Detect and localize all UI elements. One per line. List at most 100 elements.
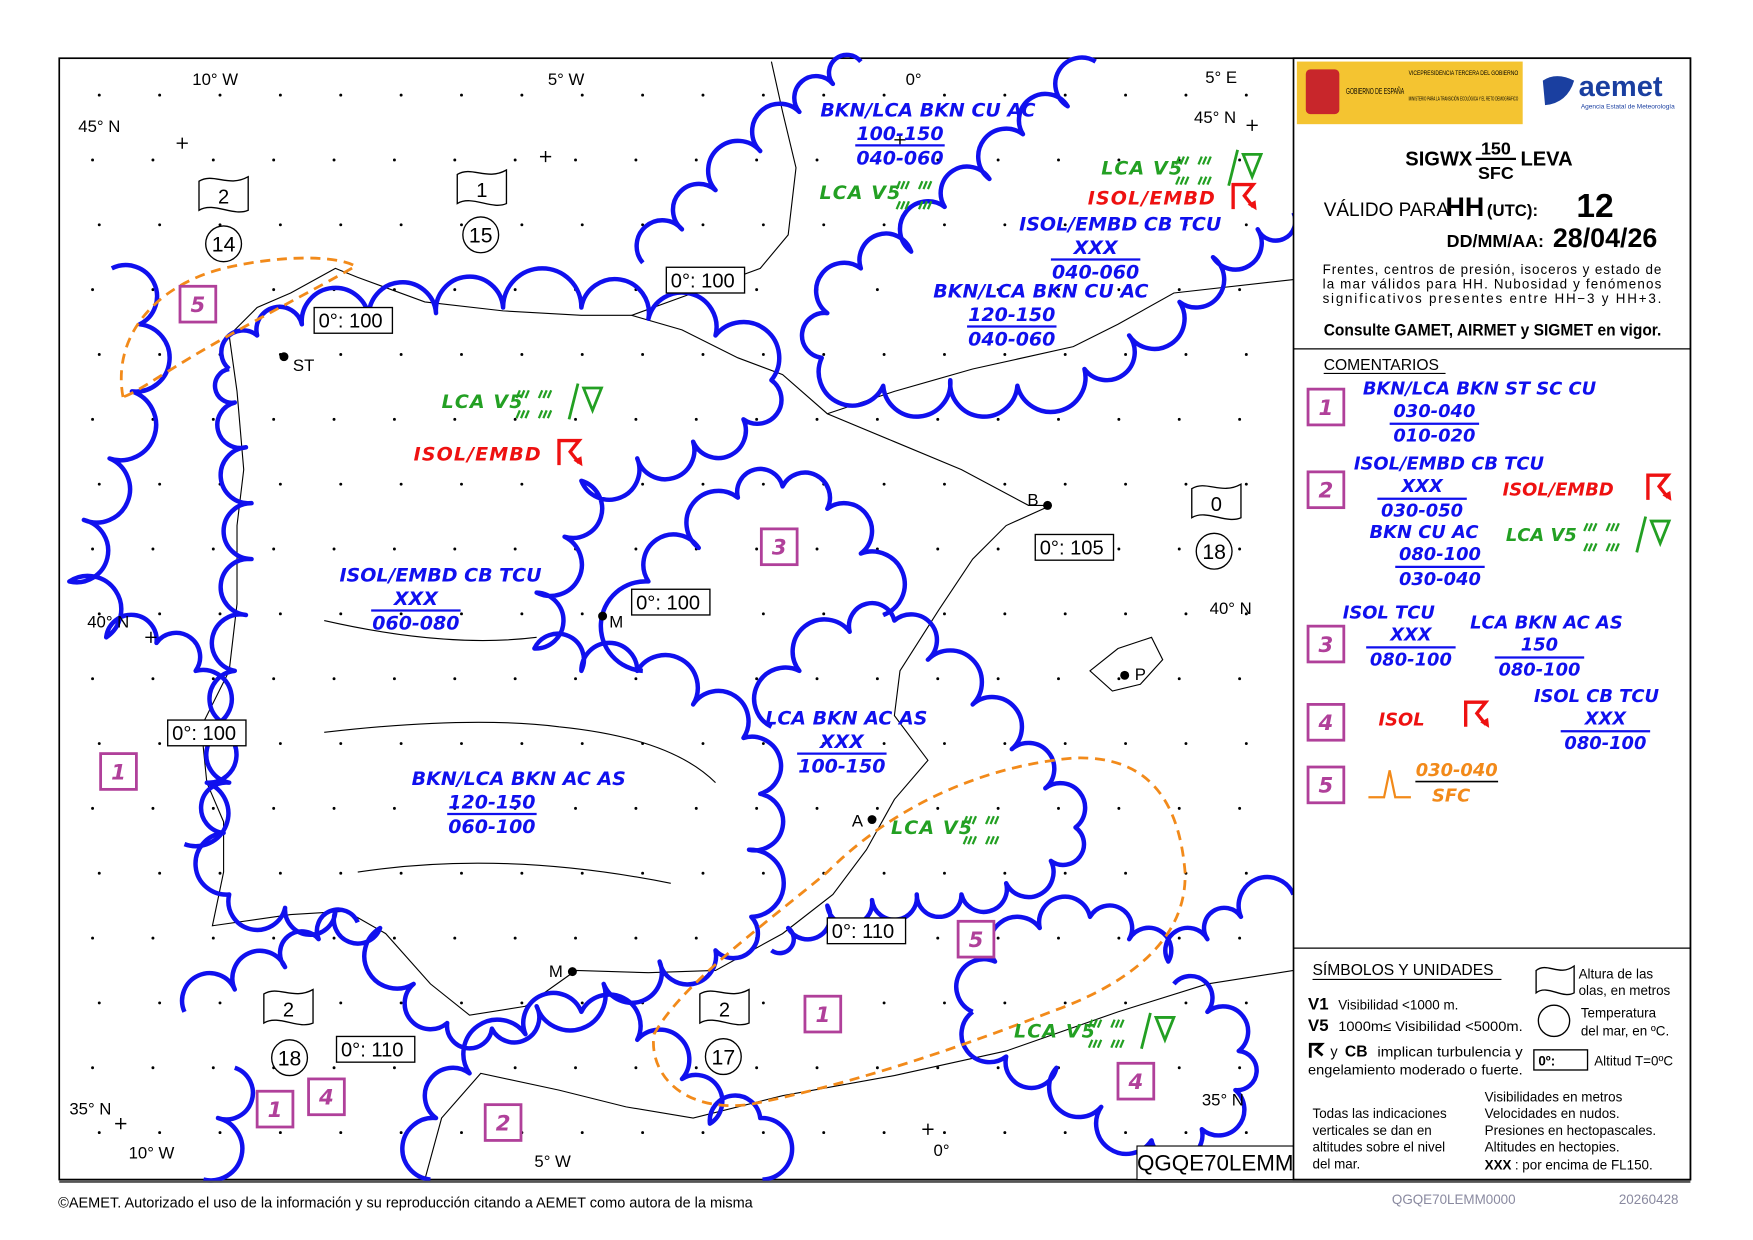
graticule-dot xyxy=(272,158,276,162)
date-value: 28/04/26 xyxy=(1553,223,1657,253)
area-number-box xyxy=(483,1103,523,1142)
graticule-dot xyxy=(158,1131,162,1135)
graticule-dot xyxy=(392,547,396,551)
graticule-dot xyxy=(936,677,940,681)
vertical-note: altitudes sobre el nivel xyxy=(1313,1140,1446,1155)
graticule-dot xyxy=(1003,1131,1007,1135)
vertical-note: verticales se dan en xyxy=(1313,1123,1432,1138)
turbulence-arrow-icon xyxy=(573,456,583,467)
graticule-dot xyxy=(882,871,886,875)
graticule-dot xyxy=(1117,158,1121,162)
graticule-dot xyxy=(97,353,101,356)
graticule-dot xyxy=(460,482,463,486)
graticule-dot xyxy=(1057,288,1060,292)
hatch-stroke xyxy=(524,389,530,399)
cloud-boundary xyxy=(202,1065,256,1183)
drizzle-triangle-icon xyxy=(1649,519,1672,548)
hatch-stroke xyxy=(900,180,906,190)
graticule-dot xyxy=(392,806,396,810)
hatch-stroke xyxy=(519,409,526,419)
graticule-dot xyxy=(151,936,155,940)
graticule-dot xyxy=(158,93,162,97)
graticule-dot xyxy=(97,1001,101,1005)
wave-height-value: 2 xyxy=(719,999,730,1021)
graticule-dot xyxy=(755,158,759,162)
graticule-dot xyxy=(1177,288,1181,292)
comment-cloud-top: 080-100 xyxy=(1399,544,1481,565)
turbulence-arrow-icon xyxy=(1480,717,1490,728)
area-number: 3 xyxy=(772,536,787,561)
wave-height-flag xyxy=(198,175,249,213)
graticule-dot xyxy=(1124,871,1128,875)
comment-cloud-type: ISOL CB TCU xyxy=(1534,686,1660,707)
graticule-dot xyxy=(943,742,946,745)
graticule-dot xyxy=(943,612,946,616)
freezing-level-box xyxy=(1034,533,1115,561)
hatch-stroke xyxy=(1609,522,1616,532)
hatch-stroke xyxy=(971,815,978,825)
graticule-dot xyxy=(218,871,222,875)
graticule-dot xyxy=(641,223,645,227)
graticule-dot xyxy=(943,871,946,875)
graticule-label: 40° N xyxy=(1210,599,1252,618)
graticule-dot xyxy=(694,1066,698,1070)
cloud-type: ISOL/EMBD CB TCU xyxy=(1019,213,1222,235)
graticule-dot xyxy=(339,1001,343,1005)
hatch-stroke xyxy=(971,835,978,845)
xxx-code: XXX xyxy=(1485,1157,1512,1172)
graticule-dot xyxy=(875,417,879,421)
graticule-dot xyxy=(460,1131,463,1135)
area-number: 5 xyxy=(969,928,984,953)
graticule-dot xyxy=(392,158,396,162)
graticule-dot xyxy=(996,936,1000,940)
graticule-dot xyxy=(1124,353,1128,356)
hatch-stroke xyxy=(537,409,544,419)
graticule-dot xyxy=(1057,677,1060,681)
hatch-stroke xyxy=(1087,1019,1094,1028)
hatch-stroke xyxy=(985,835,991,845)
graticule-dot xyxy=(1184,93,1188,97)
graticule-label: 0° xyxy=(906,70,922,89)
graticule-dot xyxy=(882,93,886,97)
graticule-dot xyxy=(520,353,524,356)
graticule-dot xyxy=(1244,871,1248,875)
separator xyxy=(567,383,580,420)
graticule-dot xyxy=(641,93,645,97)
graticule-dot xyxy=(399,1001,403,1005)
graticule-dot xyxy=(211,547,215,551)
graticule-cross xyxy=(922,1123,934,1135)
hatch-stroke xyxy=(922,180,928,190)
area-number-box xyxy=(1306,470,1346,510)
station-dot xyxy=(279,352,289,362)
area-number: 2 xyxy=(1319,479,1334,504)
drizzle-triangle-icon xyxy=(1153,1016,1176,1044)
cloud-type: ISOL/EMBD CB TCU xyxy=(339,564,542,586)
cloud-boundary xyxy=(400,990,795,1182)
date-label: DD/MM/AA: xyxy=(1447,231,1544,251)
graticule-dot xyxy=(996,547,1000,551)
graticule-dot xyxy=(513,1066,517,1070)
hatch-stroke xyxy=(515,389,521,399)
graticule-dot xyxy=(91,158,95,162)
graticule-dot xyxy=(943,482,946,486)
graticule-dot xyxy=(1117,288,1121,292)
graticule-dot xyxy=(332,547,336,551)
graticule-dot xyxy=(1003,1001,1007,1005)
hatch-stroke xyxy=(926,180,933,190)
graticule-dot xyxy=(634,417,638,421)
comment-cloud-type: ISOL TCU xyxy=(1343,602,1436,623)
graticule-dot xyxy=(996,677,1000,681)
hatch-stroke xyxy=(519,389,526,399)
graticule-dot xyxy=(1003,482,1007,486)
hatch-stroke xyxy=(1119,1019,1125,1028)
graticule-dot xyxy=(91,547,95,551)
hatch-stroke xyxy=(542,409,548,419)
product-code: QGQE70LEMM0000 xyxy=(1392,1192,1516,1207)
graticule-dot xyxy=(211,158,215,162)
freezing-box-icon xyxy=(1533,1049,1589,1071)
turb-cb: CB xyxy=(1345,1044,1368,1061)
comment-cloud-base: 080-100 xyxy=(1498,659,1580,680)
graticule-dot xyxy=(1238,1066,1242,1070)
graticule-dot xyxy=(151,158,155,162)
graticule-dot xyxy=(339,93,343,97)
